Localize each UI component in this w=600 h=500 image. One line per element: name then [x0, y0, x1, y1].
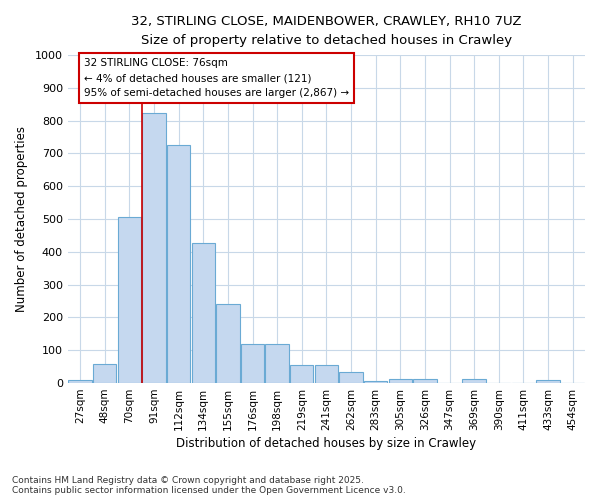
Bar	[118, 218, 141, 383]
Title: 32, STIRLING CLOSE, MAIDENBOWER, CRAWLEY, RH10 7UZ
Size of property relative to : 32, STIRLING CLOSE, MAIDENBOWER, CRAWLEY…	[131, 15, 521, 47]
Bar	[93, 364, 116, 383]
Text: 32 STIRLING CLOSE: 76sqm
← 4% of detached houses are smaller (121)
95% of semi-d: 32 STIRLING CLOSE: 76sqm ← 4% of detache…	[84, 58, 349, 98]
Bar	[364, 382, 388, 383]
Y-axis label: Number of detached properties: Number of detached properties	[15, 126, 28, 312]
Bar	[315, 365, 338, 383]
X-axis label: Distribution of detached houses by size in Crawley: Distribution of detached houses by size …	[176, 437, 476, 450]
Bar	[340, 372, 363, 383]
Bar	[389, 379, 412, 383]
Bar	[191, 242, 215, 383]
Bar	[413, 379, 437, 383]
Bar	[290, 365, 313, 383]
Bar	[536, 380, 560, 383]
Bar	[216, 304, 239, 383]
Bar	[167, 144, 190, 383]
Bar	[68, 380, 92, 383]
Bar	[142, 112, 166, 383]
Bar	[463, 379, 486, 383]
Bar	[265, 344, 289, 383]
Bar	[241, 344, 264, 383]
Text: Contains HM Land Registry data © Crown copyright and database right 2025.
Contai: Contains HM Land Registry data © Crown c…	[12, 476, 406, 495]
